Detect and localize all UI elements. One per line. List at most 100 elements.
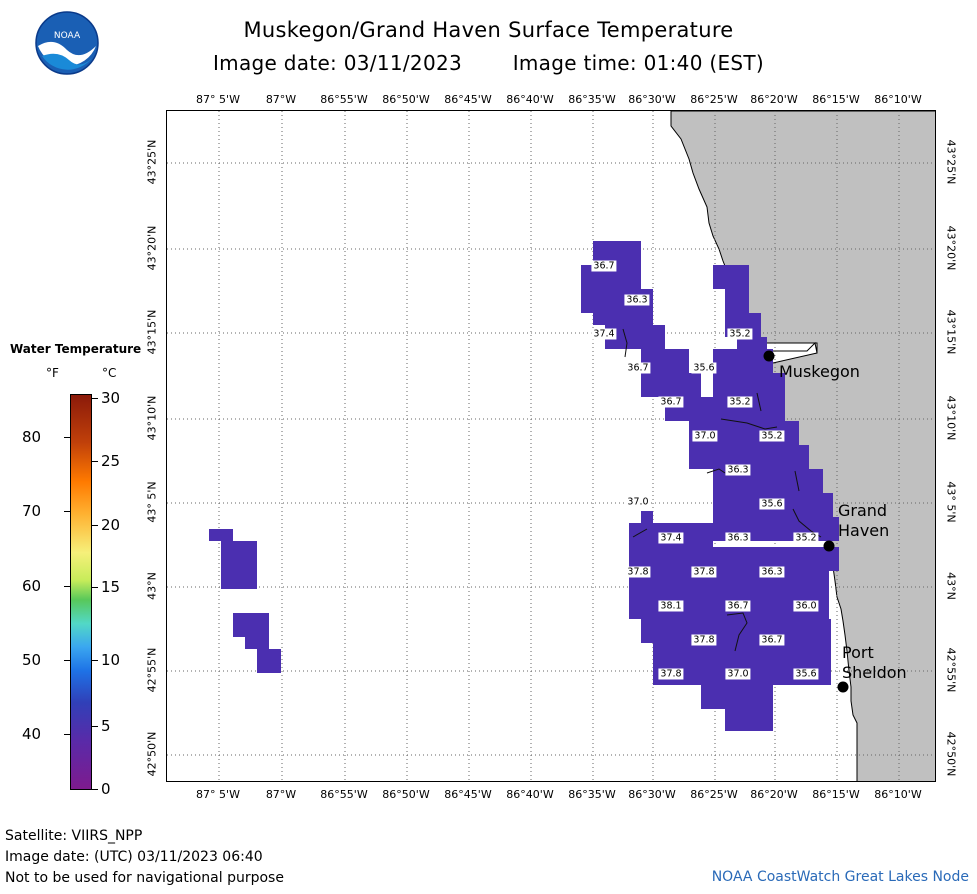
longitude-label: 86°20'W <box>750 93 798 106</box>
map-area[interactable]: 36.7 36.3 37.4 35.2 36.7 35.6 36.7 35.2 37.0 35.2… <box>166 110 936 782</box>
legend-tick-celsius: 30 <box>101 389 121 407</box>
longitude-label: 86°10'W <box>874 93 922 106</box>
temperature-value: 35.2 <box>727 328 753 340</box>
longitude-label: 86°55'W <box>320 788 368 801</box>
temperature-value: 35.2 <box>727 396 753 408</box>
legend-tickmark <box>64 734 70 735</box>
latitude-label: 42°50'N <box>145 731 159 777</box>
legend-tick-celsius: 0 <box>101 780 111 798</box>
grand-haven-label-line2: Haven <box>838 521 890 540</box>
latitude-label: 42°55'N <box>145 647 159 693</box>
longitude-label: 86°45'W <box>444 93 492 106</box>
temperature-value: 37.4 <box>591 328 617 340</box>
graticule <box>167 111 935 781</box>
longitude-label: 87° 5'W <box>196 93 240 106</box>
temperature-value: 37.8 <box>658 668 684 680</box>
map-subtitle: Image date: 03/11/2023 Image time: 01:40… <box>0 51 977 75</box>
legend-tick-celsius: 25 <box>101 452 121 470</box>
muskegon-label: Muskegon <box>779 362 860 381</box>
port-sheldon-marker[interactable] <box>837 681 849 693</box>
legend-title: Water Temperature <box>10 342 142 356</box>
temperature-value: 37.0 <box>692 430 718 442</box>
temperature-value: 36.7 <box>658 396 684 408</box>
legend-tick-fahrenheit: 70 <box>22 502 42 520</box>
temperature-value: 36.3 <box>725 464 751 476</box>
longitude-label: 86°40'W <box>506 93 554 106</box>
longitude-label: 87° 5'W <box>196 788 240 801</box>
legend-tick-celsius: 20 <box>101 516 121 534</box>
longitude-label: 86°35'W <box>568 788 616 801</box>
temperature-value: 36.7 <box>625 362 651 374</box>
temperature-value: 36.3 <box>759 566 785 578</box>
temperature-value: 37.8 <box>691 634 717 646</box>
image-date: Image date: 03/11/2023 <box>212 51 463 75</box>
legend-tickmark <box>64 511 70 512</box>
latitude-label: 43°20'N <box>145 225 159 271</box>
legend-unit-celsius: °C <box>102 366 117 380</box>
longitude-label: 87°W <box>265 93 297 106</box>
latitude-label: 43°25'N <box>944 139 958 185</box>
longitude-label: 86°25'W <box>690 93 738 106</box>
port-sheldon-label: Port Sheldon <box>842 643 907 683</box>
longitude-label: 86°15'W <box>812 93 860 106</box>
muskegon-marker[interactable] <box>763 350 775 362</box>
temperature-value: 36.7 <box>759 634 785 646</box>
image-date-utc-text: Image date: (UTC) 03/11/2023 06:40 <box>5 849 263 865</box>
longitude-label: 86°10'W <box>874 788 922 801</box>
latitude-label: 42°55'N <box>944 647 958 693</box>
longitude-label: 86°30'W <box>628 93 676 106</box>
legend-unit-fahrenheit: °F <box>46 366 59 380</box>
legend-tickmark <box>92 587 98 588</box>
legend-tickmark <box>92 398 98 399</box>
image-time: Image time: 01:40 (EST) <box>512 51 765 75</box>
legend-tick-fahrenheit: 60 <box>22 577 42 595</box>
legend-tick-celsius: 10 <box>101 651 121 669</box>
temperature-value: 35.6 <box>759 498 785 510</box>
logo-text: NOAA <box>54 31 81 41</box>
longitude-label: 86°35'W <box>568 93 616 106</box>
latitude-label: 43°10'N <box>944 395 958 441</box>
temperature-value: 37.0 <box>625 496 651 508</box>
temperature-value: 37.0 <box>725 668 751 680</box>
longitude-label: 86°50'W <box>382 788 430 801</box>
temperature-value: 35.6 <box>691 362 717 374</box>
noaa-logo: NOAA <box>35 11 99 75</box>
temperature-colorbar <box>70 394 92 790</box>
temperature-value: 36.3 <box>725 532 751 544</box>
legend-tick-celsius: 15 <box>101 578 121 596</box>
temperature-value: 38.1 <box>658 600 684 612</box>
grand-haven-label: Grand Haven <box>838 501 889 541</box>
satellite-text: Satellite: VIIRS_NPP <box>5 828 143 844</box>
legend-tickmark <box>92 726 98 727</box>
legend-tickmark <box>64 437 70 438</box>
legend-tick-celsius: 5 <box>101 717 111 735</box>
disclaimer-text: Not to be used for navigational purpose <box>5 870 284 886</box>
grand-haven-label-line1: Grand <box>838 501 888 520</box>
temperature-value: 36.7 <box>725 600 751 612</box>
temperature-value: 36.3 <box>624 294 650 306</box>
water-temperature-cells <box>209 241 839 731</box>
longitude-label: 86°25'W <box>690 788 738 801</box>
latitude-label: 43°10'N <box>145 395 159 441</box>
longitude-label: 86°15'W <box>812 788 860 801</box>
legend-tickmark <box>92 660 98 661</box>
longitude-label: 86°50'W <box>382 93 430 106</box>
longitude-label: 86°40'W <box>506 788 554 801</box>
longitude-label: 86°20'W <box>750 788 798 801</box>
temperature-value: 35.2 <box>759 430 785 442</box>
latitude-label: 43°20'N <box>944 225 958 271</box>
legend-tickmark <box>64 586 70 587</box>
legend-tick-fahrenheit: 40 <box>22 725 42 743</box>
legend-tickmark <box>92 789 98 790</box>
latitude-label: 43°15'N <box>944 309 958 355</box>
grand-haven-marker[interactable] <box>823 540 835 552</box>
latitude-label: 43° 5'N <box>944 481 958 523</box>
longitude-label: 86°45'W <box>444 788 492 801</box>
temperature-value: 37.4 <box>658 532 684 544</box>
legend-tick-fahrenheit: 80 <box>22 428 42 446</box>
temperature-value: 37.8 <box>691 566 717 578</box>
longitude-label: 86°30'W <box>628 788 676 801</box>
map-title: Muskegon/Grand Haven Surface Temperature <box>243 18 734 42</box>
temperature-value: 37.8 <box>625 566 651 578</box>
latitude-label: 42°50'N <box>944 731 958 777</box>
